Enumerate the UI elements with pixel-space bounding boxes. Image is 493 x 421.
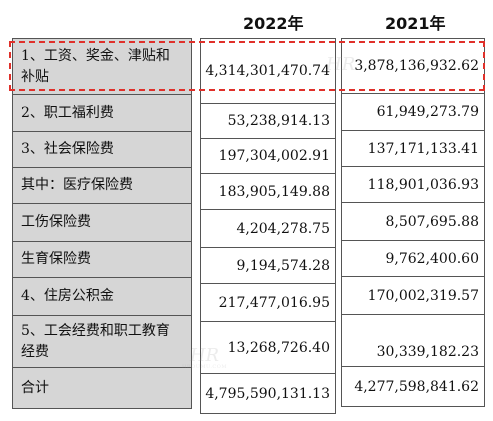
value-2022-salary: 4,314,301,470.74 — [201, 38, 335, 104]
value-2022-housing-fund: 217,477,016.95 — [201, 284, 335, 322]
value-2022-total: 4,795,590,131.13 — [201, 374, 335, 414]
value-2021-injury-insurance: 8,507,695.88 — [342, 203, 484, 241]
row-label-injury-insurance: 工伤保险费 — [13, 204, 191, 242]
value-2021-salary: 3,878,136,932.62 — [342, 38, 484, 94]
value-2021-maternity-insurance: 9,762,400.60 — [342, 241, 484, 277]
row-label-text: 4、住房公积金 — [21, 288, 114, 304]
value-2022-injury-insurance: 4,204,278.75 — [201, 210, 335, 248]
row-label-maternity-insurance: 生育保险费 — [13, 242, 191, 278]
row-label-text: 合计 — [21, 379, 49, 396]
row-label-text: 工伤保险费 — [21, 214, 91, 230]
value-2022-union-education: 13,268,726.40 — [201, 322, 335, 374]
row-label-text: 1、工资、奖金、津贴和补贴 — [21, 47, 170, 85]
year-2021-header: 2021年 — [385, 14, 446, 33]
value-2021-social-insurance: 137,171,133.41 — [342, 131, 484, 167]
value-2021-union-education: 30,339,182.23 — [342, 315, 484, 367]
value-2022-maternity-insurance: 9,194,574.28 — [201, 248, 335, 284]
value-column-2022: 4,314,301,470.74 53,238,914.13 197,304,0… — [200, 38, 336, 414]
year-2022-header: 2022年 — [243, 14, 304, 33]
row-label-housing-fund: 4、住房公积金 — [13, 278, 191, 316]
row-label-salary: 1、工资、奖金、津贴和补贴 — [13, 39, 191, 95]
value-2022-social-insurance: 197,304,002.91 — [201, 139, 335, 174]
value-2021-total: 4,277,598,841.62 — [342, 367, 484, 407]
value-column-2021: 3,878,136,932.62 61,949,273.79 137,171,1… — [341, 38, 485, 407]
row-label-text: 生育保险费 — [21, 251, 91, 267]
row-label-text: 2、职工福利费 — [21, 104, 114, 121]
value-2021-housing-fund: 170,002,319.57 — [342, 277, 484, 315]
row-label-text: 3、社会保险费 — [21, 141, 114, 157]
row-label-social-insurance: 3、社会保险费 — [13, 132, 191, 168]
row-label-union-education: 5、工会经费和职工教育经费 — [13, 316, 191, 368]
value-2022-medical-insurance: 183,905,149.88 — [201, 174, 335, 210]
label-column: 1、工资、奖金、津贴和补贴 2、职工福利费 3、社会保险费 其中：医疗保险费 工… — [12, 38, 192, 409]
value-2022-welfare: 53,238,914.13 — [201, 104, 335, 139]
value-2021-welfare: 61,949,273.79 — [342, 94, 484, 131]
row-label-medical-insurance: 其中：医疗保险费 — [13, 168, 191, 204]
row-label-total: 合计 — [13, 368, 191, 408]
row-label-text: 其中：医疗保险费 — [21, 177, 133, 193]
row-label-welfare: 2、职工福利费 — [13, 95, 191, 132]
row-label-text: 5、工会经费和职工教育经费 — [21, 322, 170, 360]
value-2021-medical-insurance: 118,901,036.93 — [342, 167, 484, 203]
